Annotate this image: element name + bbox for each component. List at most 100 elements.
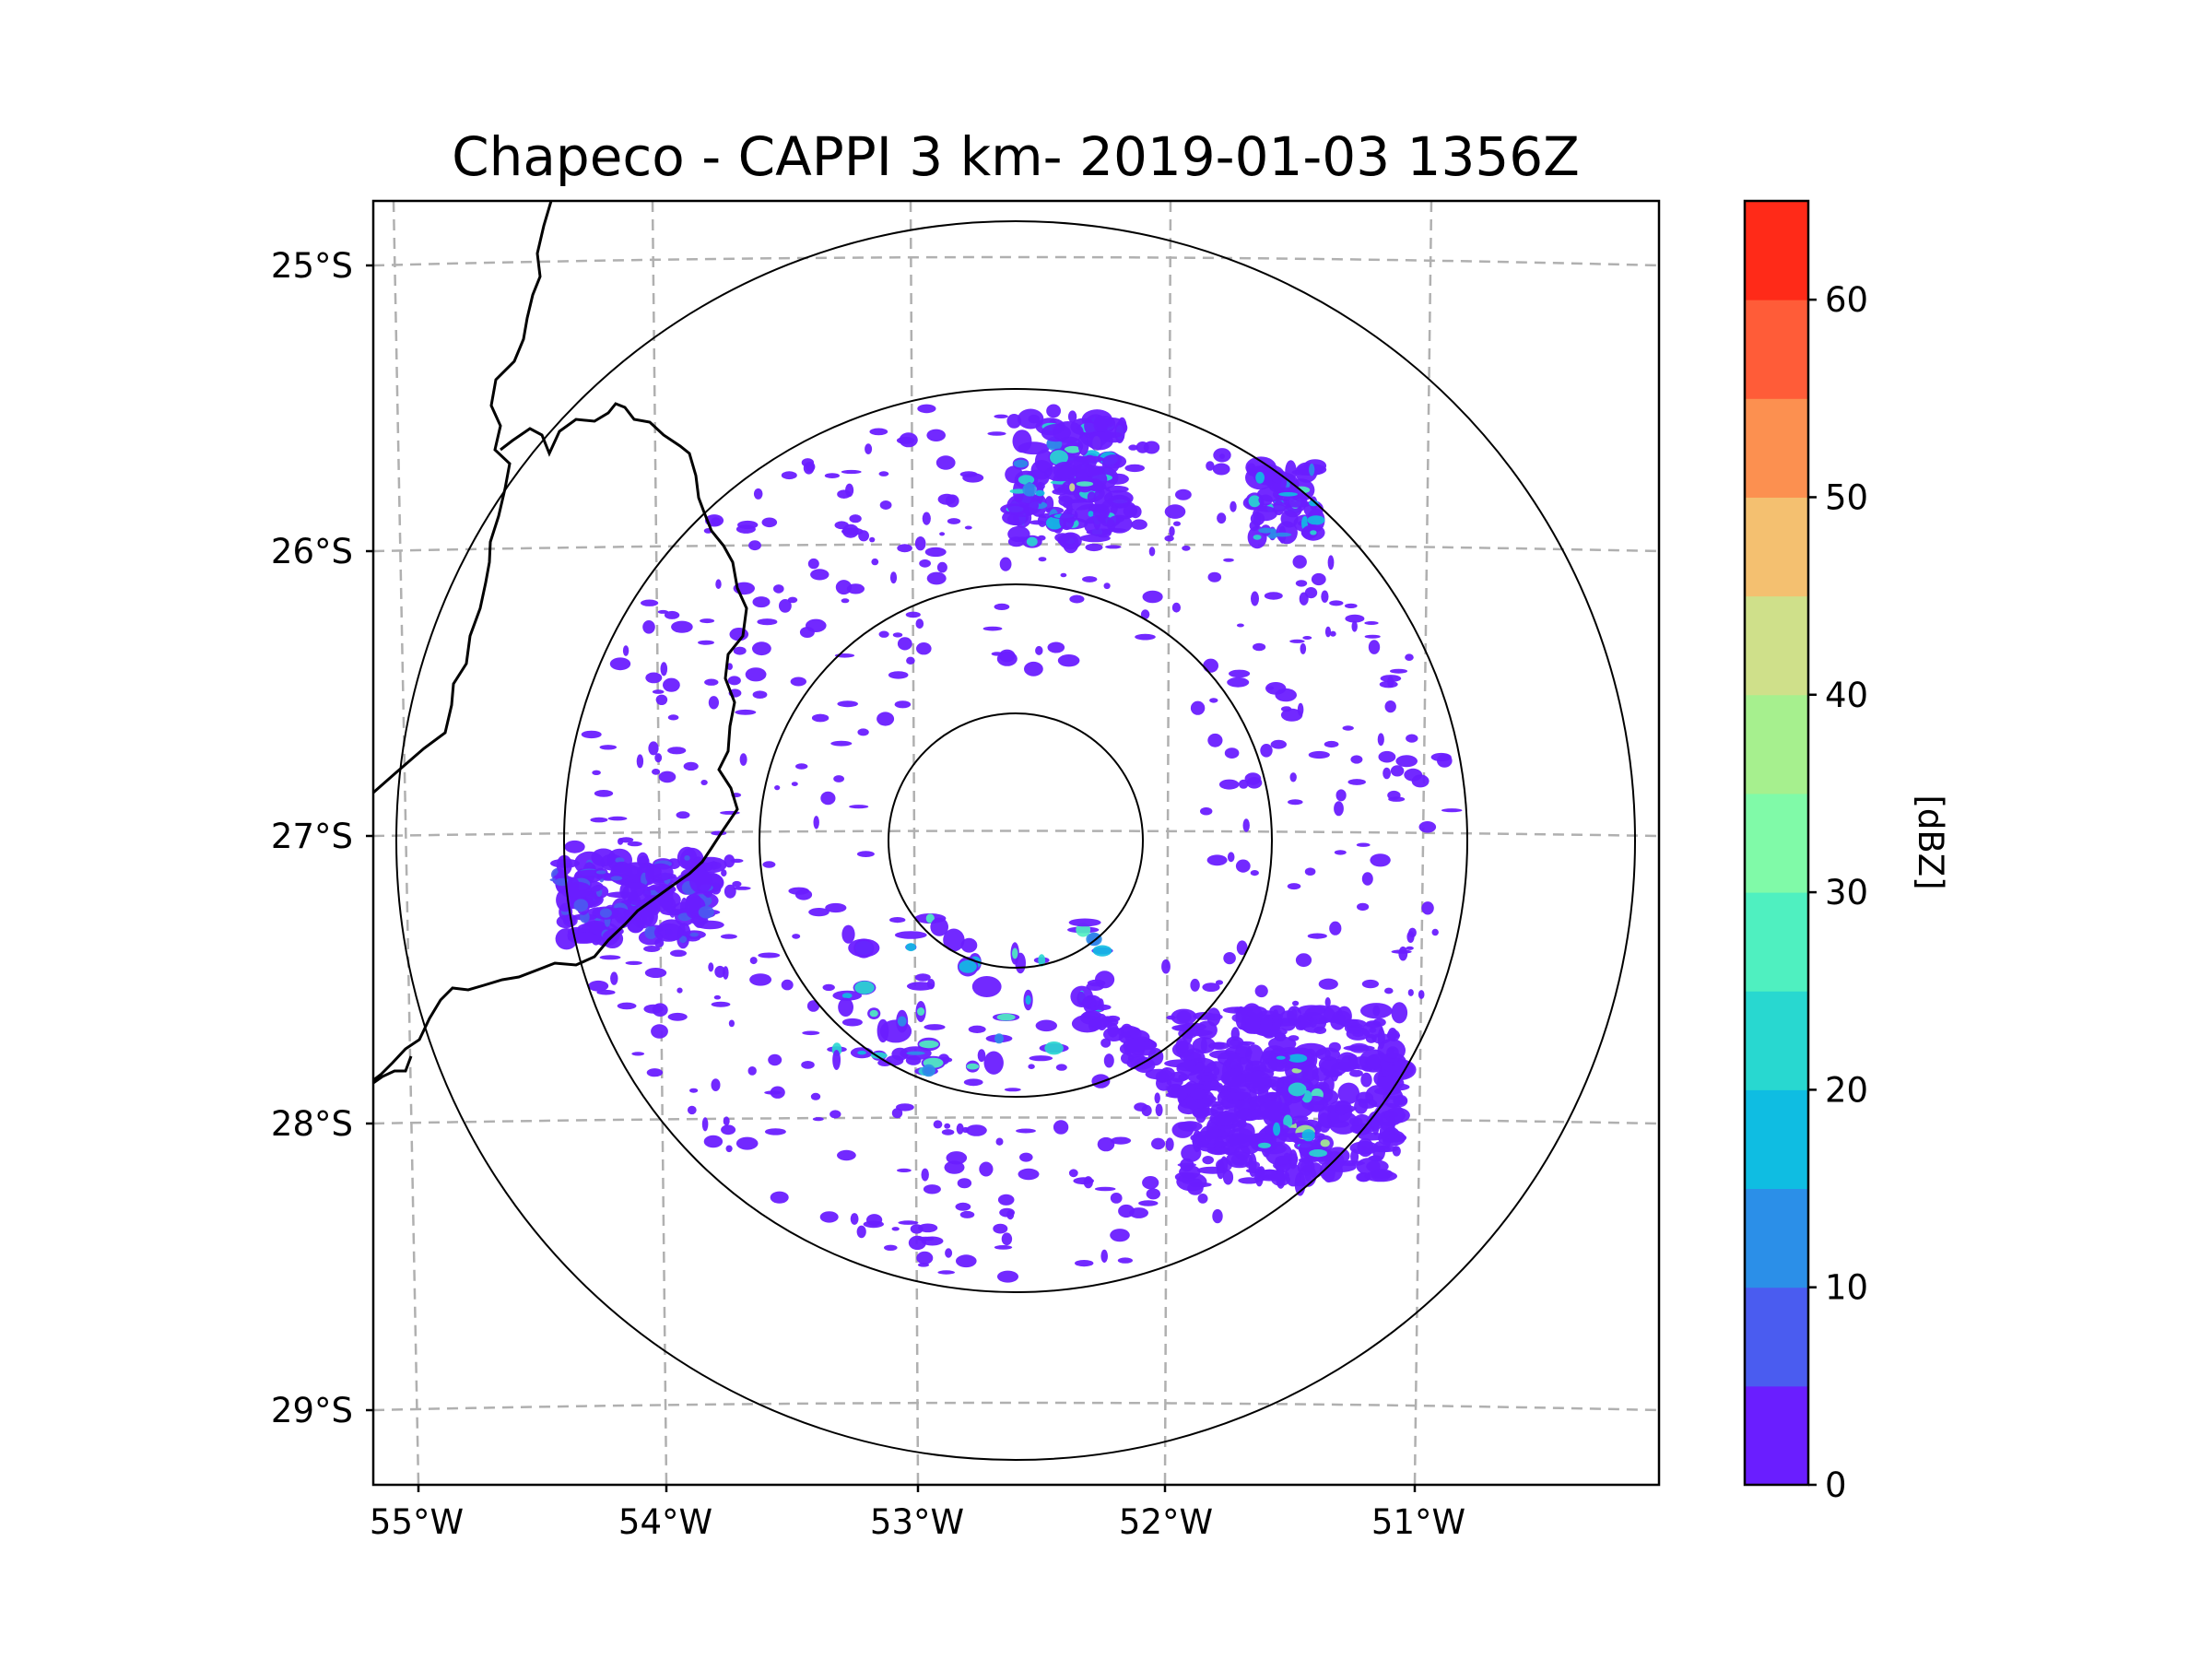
echo-cell	[825, 902, 847, 913]
echo-cell	[801, 1061, 815, 1069]
echo-cell	[959, 1210, 975, 1218]
echo-cell	[1345, 614, 1365, 623]
echo-cell	[636, 754, 644, 769]
echo-cell	[857, 728, 869, 736]
echo-cell	[991, 652, 1004, 656]
echo-cell	[1356, 842, 1371, 847]
echo-cell	[914, 536, 926, 551]
echo-cell	[1275, 688, 1297, 702]
echo-cell	[1041, 424, 1071, 442]
echo-cell	[924, 547, 947, 558]
echo-cell	[713, 994, 722, 1000]
echo-cell	[998, 649, 1016, 663]
lon-tick-label-51: 51°W	[1371, 1502, 1465, 1542]
echo-cell	[1350, 755, 1363, 764]
echo-cell	[824, 473, 841, 478]
echo-cell	[1024, 661, 1043, 677]
echo-cell	[723, 1116, 730, 1126]
echo-cell	[1218, 779, 1240, 790]
lon-tick-label-55: 55°W	[370, 1502, 464, 1542]
echo-cell	[676, 811, 690, 819]
echo-cell	[732, 880, 742, 888]
echo-cell	[1100, 1249, 1108, 1263]
echo-cell	[646, 1068, 664, 1077]
echo-cell	[837, 1149, 856, 1161]
echo-cell	[1344, 603, 1358, 609]
echo-cell	[933, 1120, 943, 1129]
echo-cell	[854, 981, 875, 994]
echo-cell	[1408, 927, 1417, 938]
echo-cell	[700, 780, 708, 785]
echo-cell	[1304, 587, 1318, 599]
echo-cell	[1334, 801, 1344, 817]
echo-cell	[960, 937, 978, 953]
echo-cell	[1273, 1122, 1281, 1136]
echo-cell	[1076, 481, 1094, 487]
echo-cell	[1251, 591, 1259, 606]
echo-cell	[1217, 512, 1227, 524]
map-panel[interactable]	[371, 199, 1661, 1487]
echo-cell	[1370, 1169, 1394, 1179]
echo-cell	[794, 888, 813, 900]
echo-cell	[1390, 668, 1407, 674]
echo-cell	[1366, 1054, 1381, 1070]
echo-cell	[869, 536, 876, 543]
echo-cell	[1329, 630, 1336, 637]
echo-cell	[1357, 902, 1370, 912]
echo-cell	[1361, 872, 1373, 886]
echo-cell	[919, 1040, 939, 1049]
echo-cell	[1309, 1149, 1327, 1158]
gridline-lon-54	[651, 201, 668, 1485]
echo-cell	[1202, 982, 1220, 992]
echo-cell	[1229, 669, 1251, 678]
echo-cell	[997, 1270, 1018, 1283]
echo-cell	[645, 672, 663, 684]
echo-cell	[1348, 1042, 1370, 1053]
echo-cell	[944, 1160, 965, 1174]
echo-cell	[1013, 459, 1029, 468]
echo-cell	[1238, 779, 1249, 789]
echo-cell	[945, 1248, 953, 1258]
echo-cell	[723, 966, 729, 980]
echo-cell	[1025, 994, 1031, 1006]
echo-cell	[1393, 1094, 1408, 1108]
echo-cell	[1035, 1019, 1058, 1032]
echo-cell	[1106, 1015, 1121, 1022]
echo-cell	[1105, 545, 1122, 549]
echo-cell	[617, 1002, 637, 1010]
echo-cell	[683, 761, 699, 771]
echo-cell	[1128, 444, 1138, 451]
echo-cell	[841, 527, 864, 535]
echo-cell	[871, 558, 879, 566]
echo-cell	[1358, 1140, 1373, 1155]
echo-cell	[761, 517, 778, 528]
echo-cell	[625, 960, 642, 965]
echo-cell	[807, 558, 819, 570]
echo-cell	[1249, 520, 1260, 532]
echo-cell	[1155, 1103, 1163, 1117]
echo-cell	[1060, 572, 1067, 578]
echo-cell	[1117, 1257, 1133, 1264]
echo-cell	[1016, 1128, 1036, 1134]
echo-cell	[1317, 1112, 1332, 1133]
echo-cell	[1215, 980, 1224, 985]
echo-cell	[1308, 750, 1330, 759]
echo-cell	[1050, 450, 1068, 465]
echo-cell	[1135, 633, 1156, 641]
map-frame	[371, 199, 1661, 1487]
echo-cell	[1018, 1168, 1040, 1181]
echo-cell	[790, 677, 806, 687]
echo-cell	[1372, 1141, 1386, 1161]
echo-cell	[1369, 1027, 1377, 1033]
echo-cell	[1047, 641, 1065, 653]
echo-cell	[595, 870, 606, 875]
echo-cell	[1143, 441, 1160, 454]
colorbar-segment	[1745, 398, 1808, 498]
echo-cell	[581, 730, 602, 739]
colorbar-tick-label: 60	[1825, 280, 1868, 320]
colorbar-tick-label: 30	[1825, 873, 1868, 912]
echo-cell	[660, 662, 668, 677]
echo-cell	[1310, 530, 1317, 535]
echo-cell	[1004, 1088, 1021, 1092]
echo-cell	[813, 816, 819, 830]
